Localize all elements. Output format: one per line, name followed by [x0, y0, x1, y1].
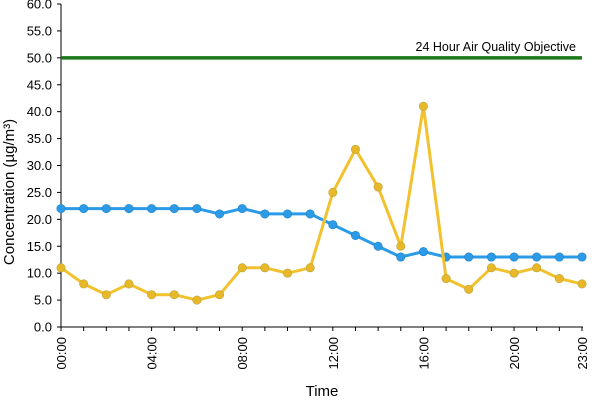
- y-tick-label: 20.0: [27, 212, 52, 227]
- y-tick-label: 55.0: [27, 23, 52, 38]
- data-point: [418, 247, 428, 257]
- data-point: [486, 263, 496, 273]
- label-layer: 0.0 5.0 10.0 15.0 20.0 25.0 30.0 35.0 40.0 45.0 50…: [27, 0, 590, 370]
- y-tick-label: 35.0: [27, 131, 52, 146]
- axes: [57, 3, 583, 331]
- data-point: [554, 274, 564, 284]
- y-tick-label: 45.0: [27, 77, 52, 92]
- y-tick-label: 25.0: [27, 185, 52, 200]
- data-point: [464, 252, 474, 262]
- data-point: [124, 204, 134, 214]
- series-layer: [56, 101, 587, 305]
- data-point: [56, 204, 66, 214]
- data-point: [260, 209, 270, 219]
- data-point: [101, 204, 111, 214]
- data-point: [79, 204, 89, 214]
- data-point: [396, 241, 406, 251]
- y-tick-label: 10.0: [27, 266, 52, 281]
- x-tick-label: 23:00: [575, 337, 590, 370]
- threshold-label: 24 Hour Air Quality Objective: [416, 40, 577, 54]
- data-point: [283, 209, 293, 219]
- data-point: [260, 263, 270, 273]
- data-point: [350, 144, 360, 154]
- series-1: [56, 204, 587, 262]
- x-tick-label: 12:00: [326, 337, 341, 370]
- data-point: [373, 241, 383, 251]
- data-point: [577, 279, 587, 289]
- y-tick-label: 40.0: [27, 104, 52, 119]
- data-point: [373, 182, 383, 192]
- y-tick-label: 0.0: [34, 320, 52, 335]
- y-tick-label: 5.0: [34, 293, 52, 308]
- y-tick-label: 30.0: [27, 158, 52, 173]
- x-tick-label: 20:00: [507, 337, 522, 370]
- data-point: [237, 263, 247, 273]
- data-point: [283, 268, 293, 278]
- y-axis-title: Concentration (µg/m³): [1, 119, 18, 265]
- x-axis-title: Time: [306, 383, 339, 400]
- data-point: [305, 263, 315, 273]
- data-point: [328, 220, 338, 230]
- data-point: [577, 252, 587, 262]
- data-point: [509, 252, 519, 262]
- y-tick-label: 15.0: [27, 239, 52, 254]
- data-point: [464, 284, 474, 294]
- data-point: [305, 209, 315, 219]
- data-point: [192, 295, 202, 305]
- data-point: [554, 252, 564, 262]
- y-tick-label: 50.0: [27, 50, 52, 65]
- data-point: [169, 290, 179, 300]
- data-point: [486, 252, 496, 262]
- data-point: [396, 252, 406, 262]
- series-2: [56, 101, 587, 305]
- data-point: [79, 279, 89, 289]
- data-point: [532, 263, 542, 273]
- data-point: [192, 204, 202, 214]
- data-point: [418, 101, 428, 111]
- data-point: [147, 290, 157, 300]
- series-line: [60, 104, 583, 302]
- data-point: [509, 268, 519, 278]
- data-point: [350, 230, 360, 240]
- data-point: [215, 209, 225, 219]
- threshold-layer: 24 Hour Air Quality Objective: [61, 40, 582, 60]
- data-point: [237, 204, 247, 214]
- x-tick-label: 08:00: [235, 337, 250, 370]
- data-point: [101, 290, 111, 300]
- data-point: [56, 263, 66, 273]
- data-point: [147, 204, 157, 214]
- x-tick-label: 04:00: [145, 337, 160, 370]
- x-tick-label: 00:00: [54, 337, 69, 370]
- x-tick-label: 16:00: [416, 337, 431, 370]
- data-point: [169, 204, 179, 214]
- y-tick-label: 60.0: [27, 0, 52, 12]
- data-point: [328, 187, 338, 197]
- data-point: [215, 290, 225, 300]
- data-point: [532, 252, 542, 262]
- data-point: [124, 279, 134, 289]
- data-point: [441, 274, 451, 284]
